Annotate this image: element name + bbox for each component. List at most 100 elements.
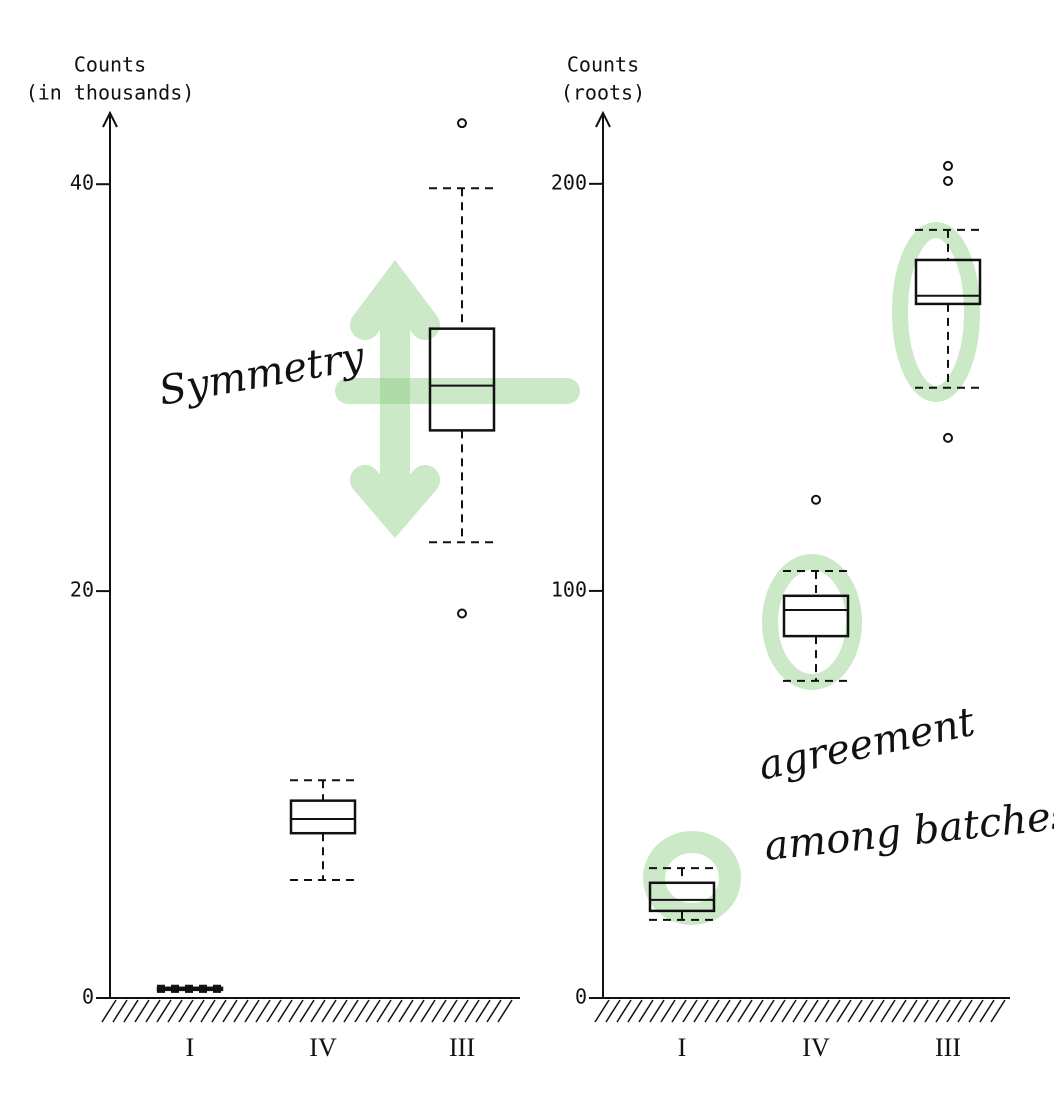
ground-hatch [101, 999, 117, 1023]
ground-hatch [266, 999, 282, 1023]
ground-hatch [200, 999, 216, 1023]
ground-hatch [847, 999, 863, 1023]
ground-hatch [792, 999, 808, 1023]
highlight-ellipse [643, 831, 741, 925]
ground-hatch [605, 999, 621, 1023]
ground-hatch [277, 999, 293, 1023]
ground-hatch [869, 999, 885, 1023]
outlier [457, 608, 467, 619]
ground-hatch [693, 999, 709, 1023]
ground-hatch [244, 999, 260, 1023]
box [289, 799, 357, 835]
ground-hatch [354, 999, 370, 1023]
ground-hatch [299, 999, 315, 1023]
ground-hatch [112, 999, 128, 1023]
ground-hatch [222, 999, 238, 1023]
ground-hatch [726, 999, 742, 1023]
ground-hatch [431, 999, 447, 1023]
ground-hatch [442, 999, 458, 1023]
ground-hatch [627, 999, 643, 1023]
ground-hatch [288, 999, 304, 1023]
ground-hatch [979, 999, 995, 1023]
ground-hatch [957, 999, 973, 1023]
y-axis-label: (roots) [561, 81, 645, 105]
outlier [943, 432, 953, 443]
y-axis-label: Counts [567, 53, 639, 77]
ground-hatch [189, 999, 205, 1023]
ground-hatch [343, 999, 359, 1023]
ground-hatch [475, 999, 491, 1023]
axis-arrow [102, 110, 118, 128]
ground-hatch [671, 999, 687, 1023]
x-tick-label: III [935, 1033, 961, 1062]
ground-hatch [409, 999, 425, 1023]
ground-hatch [420, 999, 436, 1023]
ground-hatch [638, 999, 654, 1023]
ground-hatch [759, 999, 775, 1023]
ground-hatch [453, 999, 469, 1023]
ground-hatch [858, 999, 874, 1023]
ground-hatch [913, 999, 929, 1023]
ground-hatch [924, 999, 940, 1023]
ground-hatch [770, 999, 786, 1023]
ground-hatch [814, 999, 830, 1023]
x-tick-label: IV [802, 1033, 830, 1062]
ground-hatch [946, 999, 962, 1023]
ground-hatch [145, 999, 161, 1023]
ground-hatch [486, 999, 502, 1023]
ground-hatch [123, 999, 139, 1023]
outlier [811, 494, 821, 505]
ground-hatch [880, 999, 896, 1023]
ground-hatch [167, 999, 183, 1023]
ground-hatch [836, 999, 852, 1023]
ground-hatch [233, 999, 249, 1023]
highlight-ellipse [762, 554, 862, 690]
y-tick-label: 0 [82, 985, 94, 1009]
ground-hatch [825, 999, 841, 1023]
symmetry-arrow [350, 260, 440, 539]
y-axis-label: (in thousands) [26, 81, 195, 105]
ground-hatch [990, 999, 1006, 1023]
x-tick-label: IV [309, 1033, 337, 1062]
ground-hatch [594, 999, 610, 1023]
ground-hatch [310, 999, 326, 1023]
ground-hatch [649, 999, 665, 1023]
ground-hatch [715, 999, 731, 1023]
ground-hatch [464, 999, 480, 1023]
y-tick-label: 100 [551, 577, 587, 601]
axis-arrow [595, 110, 611, 128]
x-tick-label: I [186, 1033, 195, 1062]
x-tick-label: III [449, 1033, 475, 1062]
ground-hatch [781, 999, 797, 1023]
ground-hatch [968, 999, 984, 1023]
y-tick-label: 20 [70, 578, 94, 602]
box [648, 881, 716, 913]
y-tick-label: 200 [551, 170, 587, 194]
y-tick-label: 40 [70, 171, 94, 195]
ground-hatch [682, 999, 698, 1023]
outlier [457, 118, 467, 129]
box [782, 594, 850, 638]
ground-hatch [387, 999, 403, 1023]
ground-hatch [332, 999, 348, 1023]
y-tick-label: 0 [575, 985, 587, 1009]
ground-hatch [748, 999, 764, 1023]
ground-hatch [255, 999, 271, 1023]
ground-hatch [321, 999, 337, 1023]
ground-hatch [935, 999, 951, 1023]
ground-hatch [178, 999, 194, 1023]
ground-hatch [376, 999, 392, 1023]
ground-hatch [660, 999, 676, 1023]
ground-hatch [891, 999, 907, 1023]
ground-hatch [134, 999, 150, 1023]
ground-hatch [398, 999, 414, 1023]
ground-hatch [497, 999, 513, 1023]
ground-hatch [211, 999, 227, 1023]
ground-hatch [365, 999, 381, 1023]
ground-hatch [803, 999, 819, 1023]
y-axis-label: Counts [74, 53, 146, 77]
ground-hatch [704, 999, 720, 1023]
ground-hatch [737, 999, 753, 1023]
